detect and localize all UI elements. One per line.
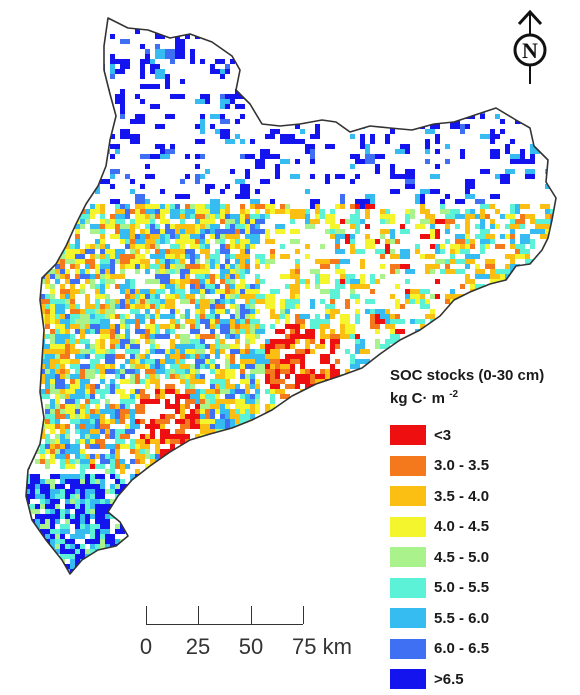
legend-swatch: [390, 638, 426, 659]
north-letter: N: [522, 38, 538, 63]
scale-bar-line: [146, 624, 303, 625]
scale-tick-75: [303, 606, 304, 624]
scale-tick-0: [146, 606, 147, 624]
legend-unit-text: kg C· m: [390, 390, 446, 407]
legend-swatch: [390, 669, 426, 690]
legend-item: 5.5 - 6.0: [390, 603, 575, 634]
north-arrow-icon: N: [513, 9, 547, 84]
scale-label-50: 50: [238, 634, 264, 659]
region-boundary: [25, 17, 557, 575]
legend-label: 5.5 - 6.0: [434, 609, 490, 627]
legend-label: 3.5 - 4.0: [434, 487, 490, 505]
legend-item: 3.0 - 3.5: [390, 451, 575, 482]
legend-label: 4.0 - 4.5: [434, 518, 490, 536]
legend-item: 5.0 - 5.5: [390, 573, 575, 604]
legend-item: 4.5 - 5.0: [390, 542, 575, 573]
legend: SOC stocks (0-30 cm) kg C· m -2 <3 3.0 - …: [390, 366, 575, 695]
legend-swatch: [390, 547, 426, 568]
legend-item: 4.0 - 4.5: [390, 512, 575, 543]
legend-title-text: SOC stocks (0-30 cm): [390, 367, 545, 384]
legend-swatch: [390, 577, 426, 598]
scale-tick-50: [251, 606, 252, 624]
legend-item: 3.5 - 4.0: [390, 481, 575, 512]
legend-unit: kg C· m -2: [390, 385, 575, 408]
legend-label: >6.5: [434, 670, 464, 688]
legend-title: SOC stocks (0-30 cm) kg C· m -2: [390, 366, 575, 408]
scale-bar: 0 25 50 75 km: [132, 600, 352, 670]
legend-label: 3.0 - 3.5: [434, 457, 490, 475]
scale-label-0: 0: [139, 634, 153, 659]
legend-label: 4.5 - 5.0: [434, 548, 490, 566]
legend-label: <3: [434, 426, 452, 444]
legend-items: <3 3.0 - 3.5 3.5 - 4.0 4.0 - 4.5 4.5 - 5.0 5.…: [390, 420, 575, 695]
scale-label-25: 25: [185, 634, 211, 659]
legend-item: <3: [390, 420, 575, 451]
legend-swatch: [390, 455, 426, 476]
legend-swatch: [390, 486, 426, 507]
legend-swatch: [390, 425, 426, 446]
scale-tick-25: [198, 606, 199, 624]
scale-label-75: 75 km: [292, 634, 352, 659]
legend-item: 6.0 - 6.5: [390, 634, 575, 665]
legend-unit-exponent: -2: [449, 389, 459, 400]
legend-label: 6.0 - 6.5: [434, 640, 490, 658]
legend-swatch: [390, 516, 426, 537]
north-arrow: N: [508, 8, 552, 88]
legend-swatch: [390, 608, 426, 629]
legend-label: 5.0 - 5.5: [434, 579, 490, 597]
legend-item: >6.5: [390, 664, 575, 695]
